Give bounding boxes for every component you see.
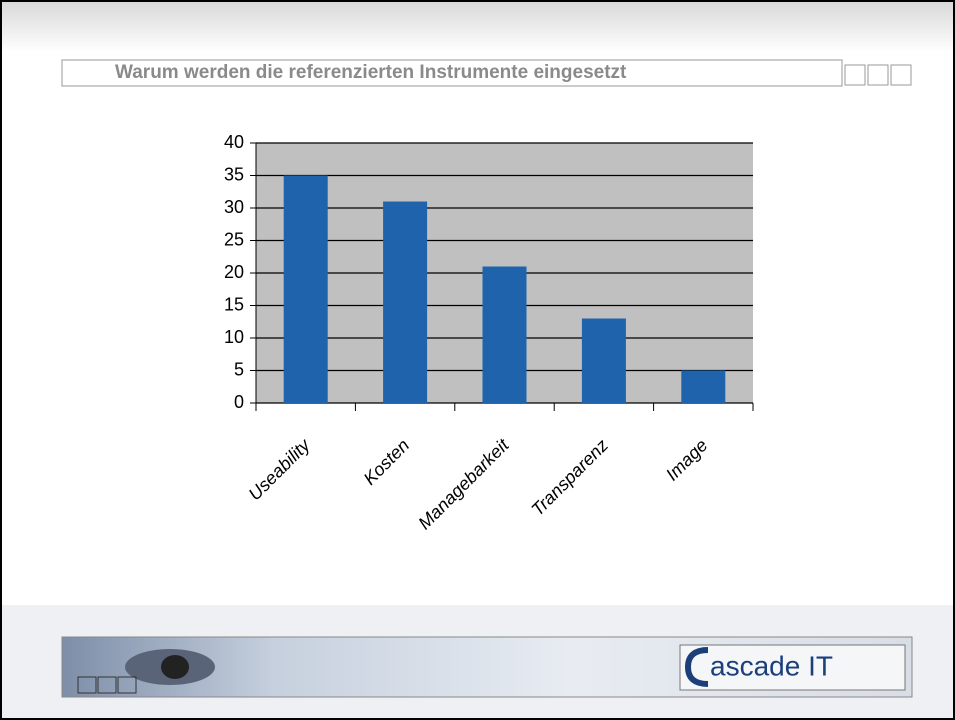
y-tick-label: 20 xyxy=(224,262,244,282)
bar xyxy=(284,176,328,404)
slide: Warum werden die referenzierten Instrume… xyxy=(0,0,955,720)
y-tick-label: 25 xyxy=(224,229,244,249)
y-tick-label: 0 xyxy=(234,392,244,412)
header-bg xyxy=(2,2,953,52)
chart-title: Warum werden die referenzierten Instrume… xyxy=(115,62,627,83)
bar xyxy=(582,319,626,404)
page: Warum werden die referenzierten Instrume… xyxy=(0,0,955,720)
eye-pupil xyxy=(161,655,189,679)
bar xyxy=(383,202,427,404)
y-tick-label: 30 xyxy=(224,197,244,217)
deco-square xyxy=(868,65,888,85)
y-tick-label: 35 xyxy=(224,164,244,184)
deco-square xyxy=(845,65,865,85)
y-tick-label: 5 xyxy=(234,359,244,379)
deco-square xyxy=(891,65,911,85)
y-tick-label: 10 xyxy=(224,327,244,347)
y-tick-label: 15 xyxy=(224,294,244,314)
bar xyxy=(681,371,725,404)
bar xyxy=(483,267,527,404)
logo-text: ascade IT xyxy=(710,650,833,681)
y-tick-label: 40 xyxy=(224,132,244,152)
